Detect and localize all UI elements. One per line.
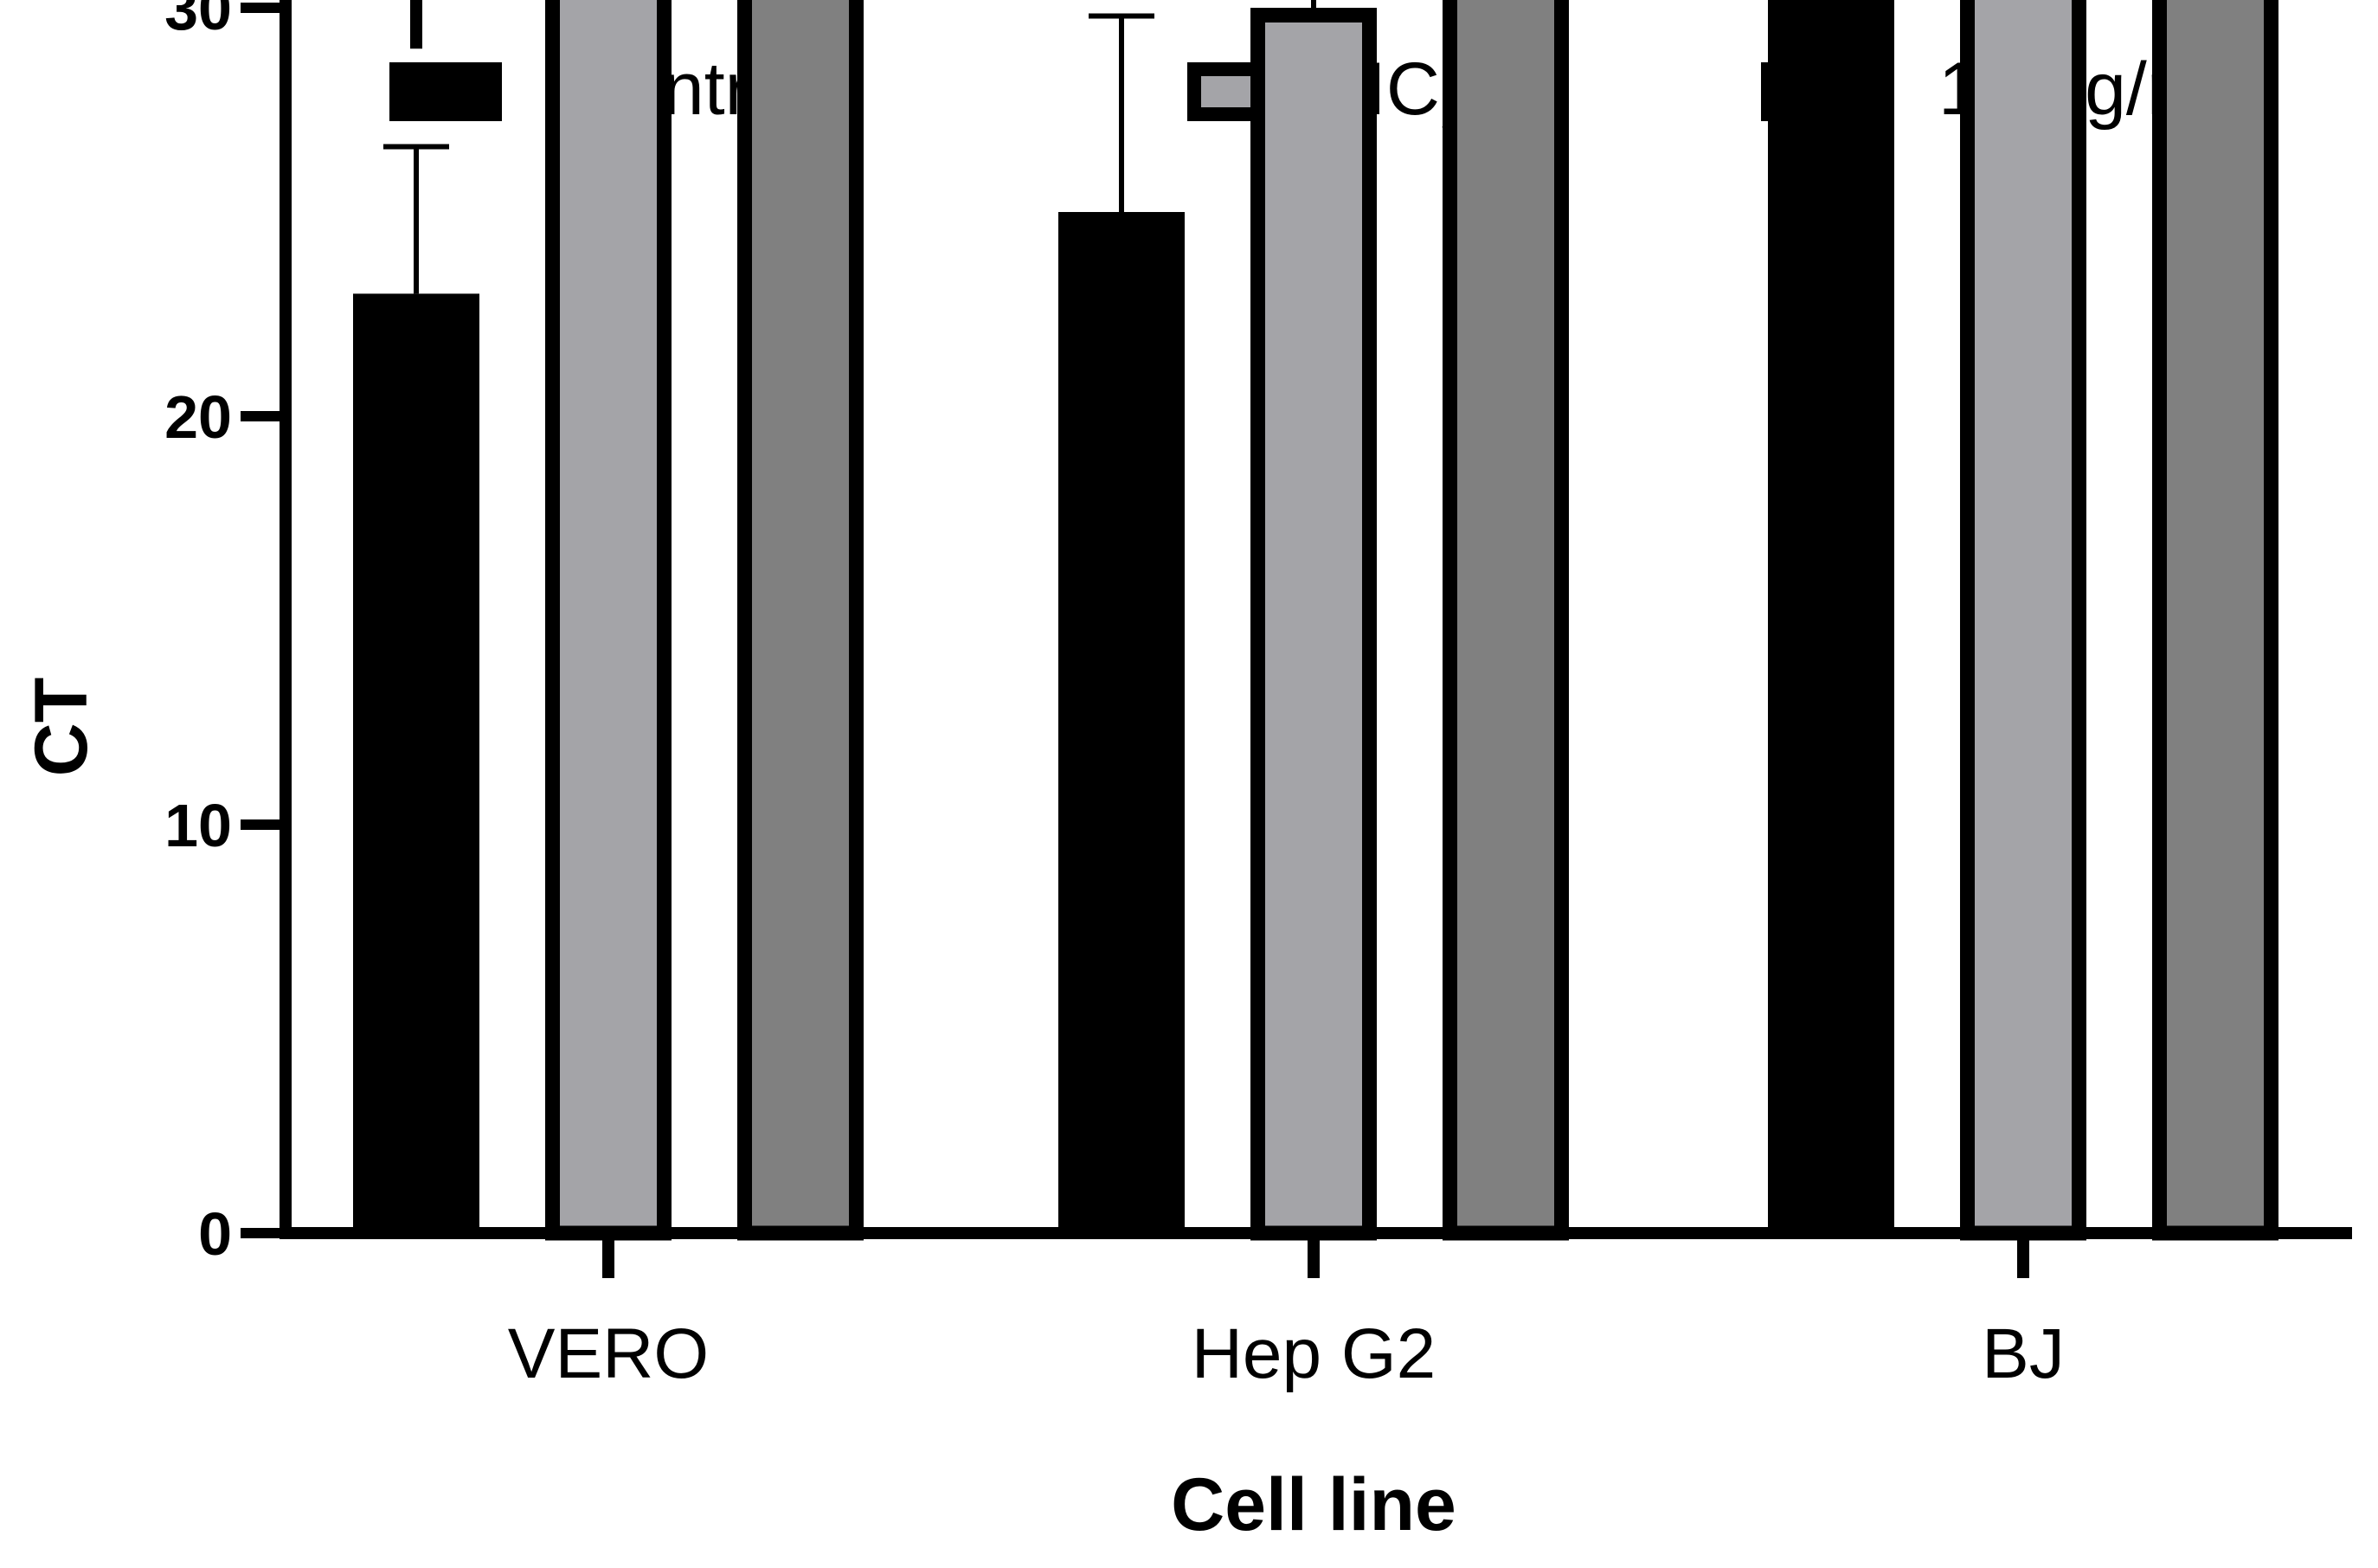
x-axis-title: Cell line (1171, 1463, 1456, 1546)
x-tick-label-0: VERO (508, 1314, 709, 1393)
bars (353, 0, 2278, 1241)
y-axis-title: CT (20, 678, 103, 777)
x-tick-label-1: Hep G2 (1192, 1314, 1436, 1393)
bar-1-0 (545, 0, 672, 1241)
y-tick-label-2: 20 (164, 383, 232, 451)
bar-1-1 (1250, 8, 1377, 1241)
y-tick-label-1: 10 (164, 792, 232, 859)
bar-2-2 (2152, 0, 2278, 1241)
error-bars (383, 0, 1316, 294)
legend-swatch-0 (389, 62, 502, 121)
y-tick-label-0: 0 (198, 1200, 232, 1268)
bar-2-1 (1443, 0, 1569, 1241)
bar-1-2 (1960, 0, 2086, 1241)
bar-0-0 (353, 293, 479, 1233)
x-tick-label-2: BJ (1982, 1314, 2065, 1393)
bar-0-2 (1768, 0, 1894, 1233)
bar-2-0 (737, 0, 864, 1241)
y-tick-label-3: 30 (164, 0, 232, 42)
bar-0-1 (1058, 212, 1185, 1233)
